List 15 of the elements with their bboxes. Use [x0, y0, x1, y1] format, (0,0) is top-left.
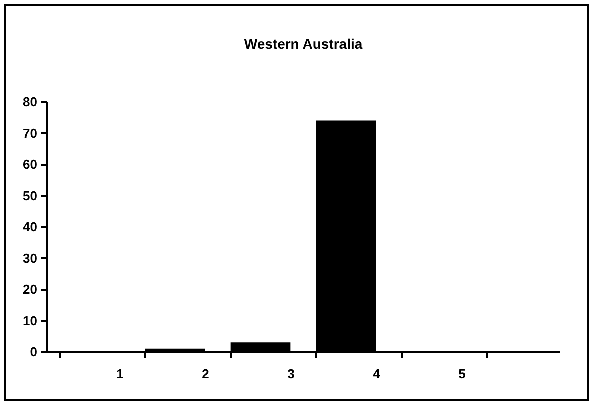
y-tick-label: 40	[23, 220, 38, 234]
x-tick-label: 2	[202, 366, 210, 382]
x-tick-label: 1	[116, 366, 124, 382]
y-tick-label: 20	[23, 282, 38, 297]
y-tick-label: 0	[30, 344, 38, 360]
y-tick-label: 60	[23, 157, 38, 172]
y-tick-label: 30	[23, 250, 38, 266]
y-tick-label: 50	[23, 188, 38, 204]
y-tick-label: 10	[23, 313, 38, 328]
x-tick-label: 3	[288, 366, 295, 382]
x-tick-label: 5	[458, 366, 466, 382]
x-tick-label: 4	[373, 366, 382, 382]
chart-title: Western Australia	[244, 36, 363, 52]
y-tick-label: 80	[23, 94, 38, 110]
y-tick-label: 70	[23, 126, 38, 141]
